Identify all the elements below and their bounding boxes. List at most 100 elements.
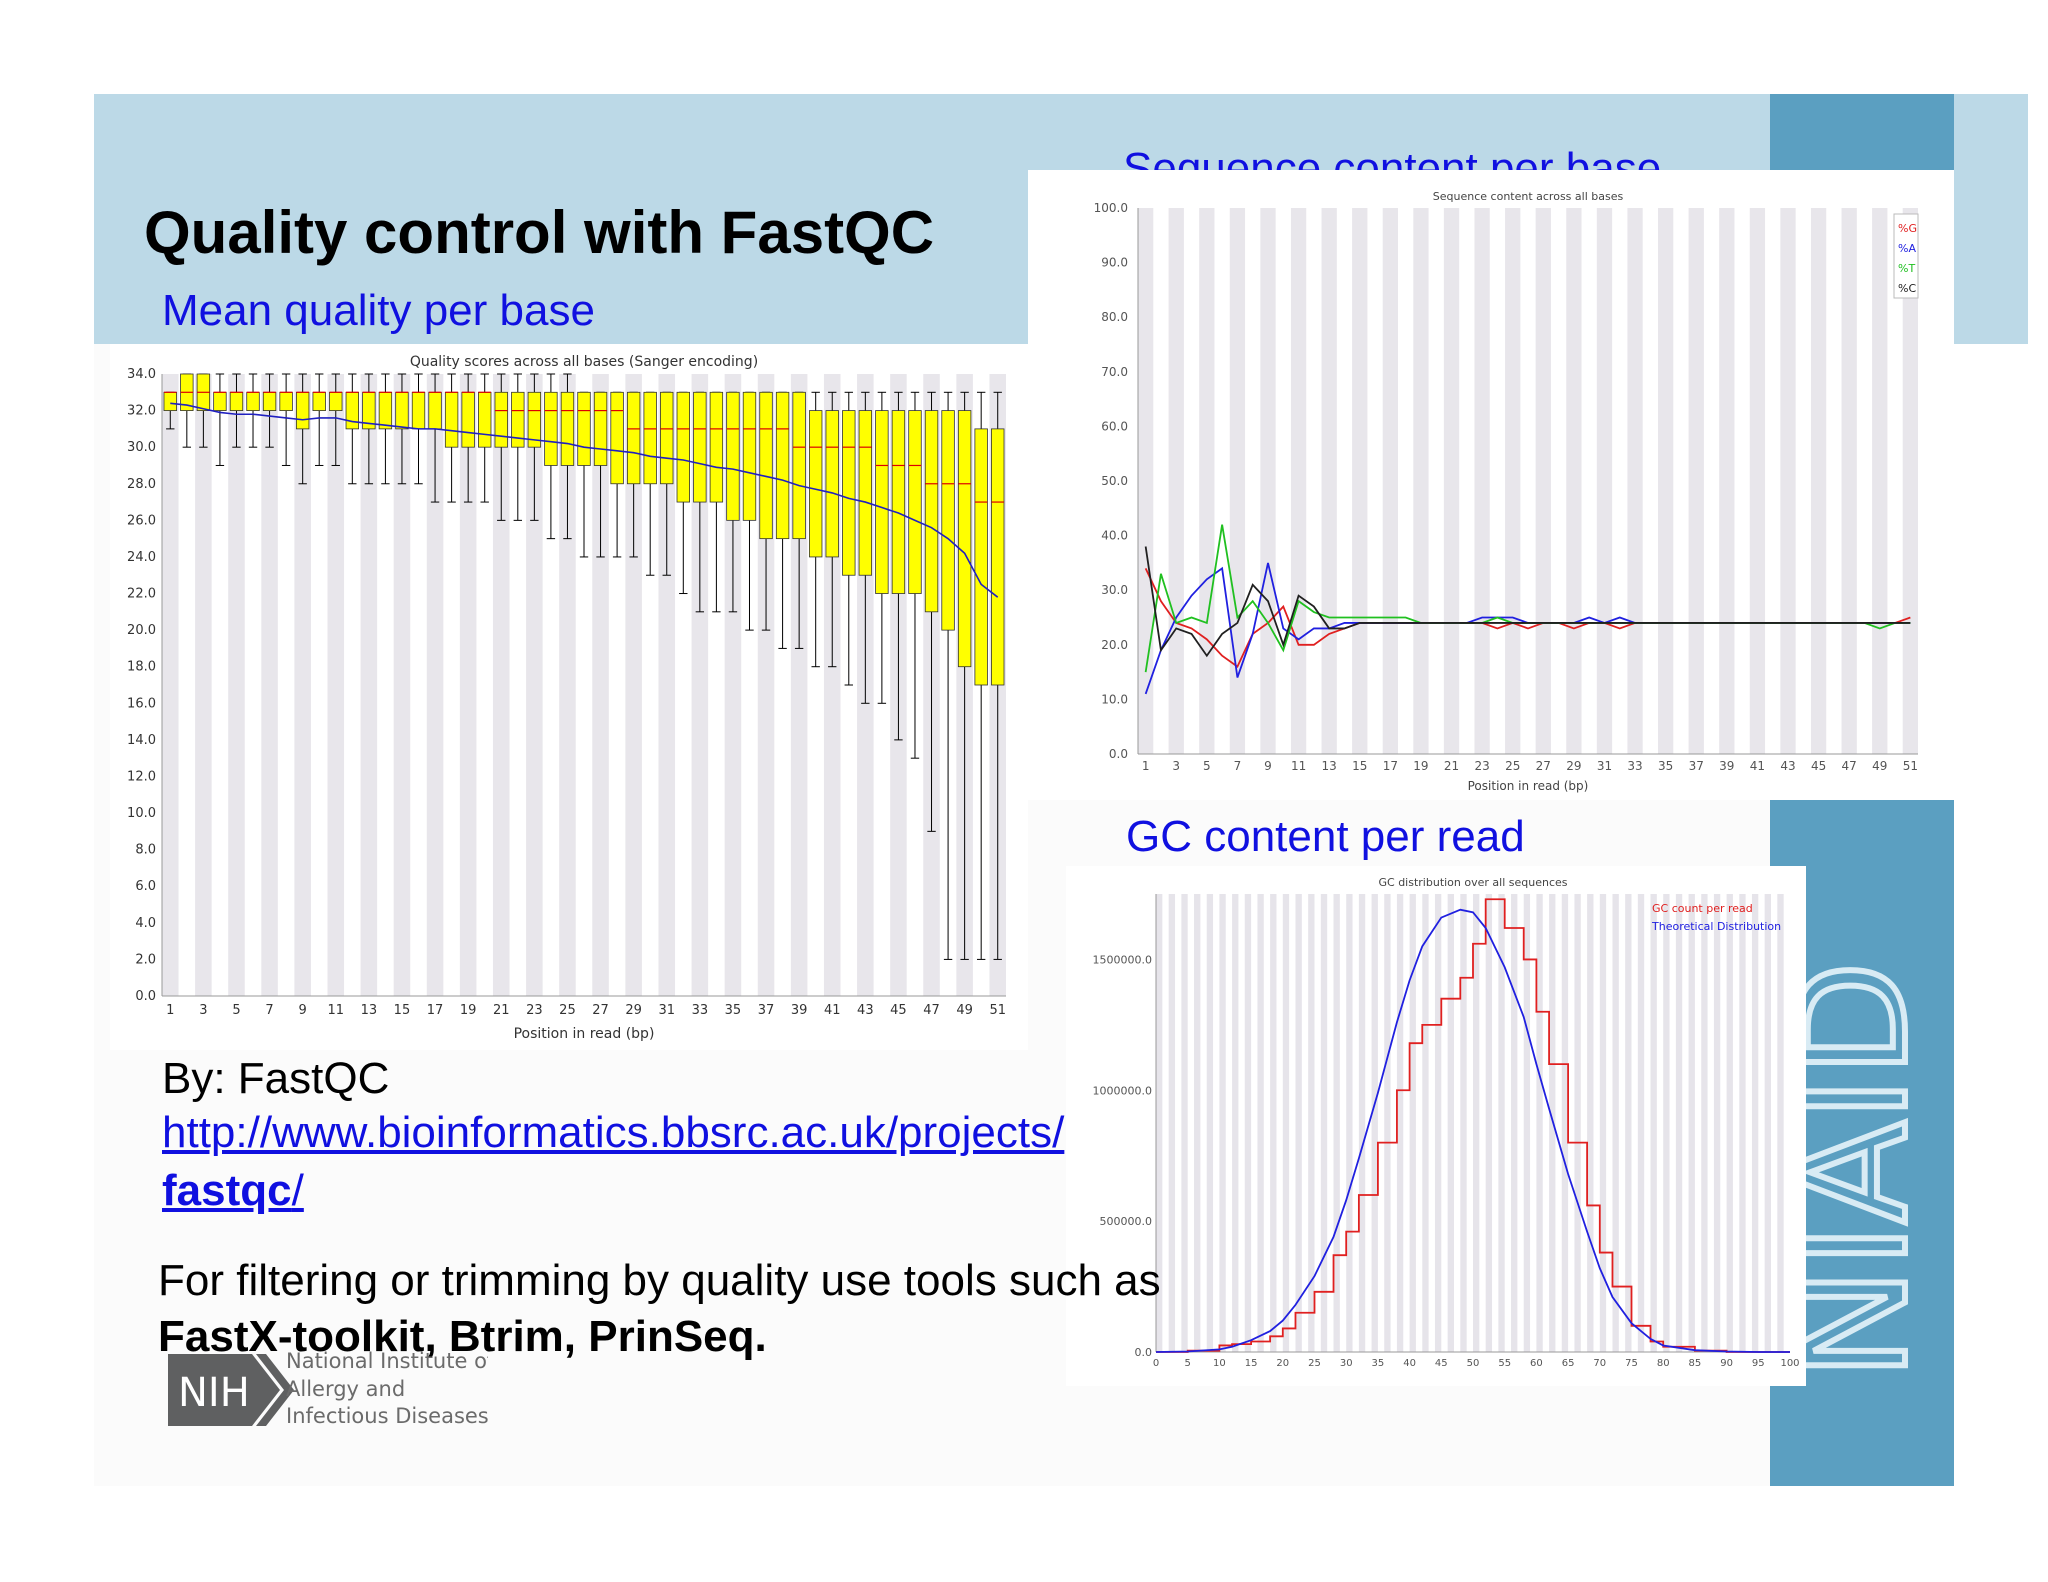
fastqc-link-slash[interactable]: /	[291, 1166, 304, 1215]
sequence-content-chart-panel: 0.0 10.0 20.0 30.0 40.0 50.0 60.0 70.0 80.0 90.0 1…	[1028, 170, 1954, 800]
seq-series-line	[1144, 546, 1911, 658]
fastqc-link-line2[interactable]: fastqc/	[162, 1166, 304, 1216]
quality-box	[345, 391, 360, 430]
quality-x-tick-label: 33	[692, 1003, 709, 1018]
seq-x-tick-label: 7	[1234, 759, 1242, 773]
quality-y-tick-label: 30.0	[127, 440, 156, 455]
quality-x-tick-label: 45	[890, 1003, 907, 1018]
gc-content-chart: 0.0 500000.0 1000000.0 1500000.0 0 5 10 15 20 25 3…	[1093, 876, 1800, 1369]
quality-stripe	[492, 374, 510, 996]
seq-y-tick-label: 100.0	[1094, 201, 1128, 215]
gc-stripe	[1663, 894, 1670, 1352]
quality-box	[842, 410, 856, 576]
quality-y-tick-label: 4.0	[135, 916, 156, 931]
quality-box	[808, 410, 823, 558]
seq-stripe	[1138, 208, 1154, 754]
gc-stripe	[1333, 894, 1340, 1352]
quality-box	[444, 391, 459, 448]
seq-y-tick-label: 30.0	[1101, 583, 1128, 597]
quality-stripe	[658, 374, 676, 996]
fastqc-link-line1[interactable]: http://www.bioinformatics.bbsrc.ac.uk/pr…	[162, 1108, 1065, 1157]
quality-y-tick-label: 8.0	[135, 843, 156, 858]
seq-y-tick-label: 0.0	[1109, 747, 1128, 761]
quality-stripe	[228, 374, 245, 996]
seq-x-tick-label: 47	[1842, 759, 1857, 773]
quality-x-tick-label: 47	[923, 1003, 940, 1018]
quality-box	[395, 391, 409, 430]
gc-stripe	[1777, 894, 1784, 1352]
gc-y-tick-label: 1000000.0	[1093, 1084, 1153, 1097]
seq-x-tick-label: 31	[1597, 759, 1612, 773]
quality-box	[957, 410, 972, 668]
gc-stripe	[1625, 894, 1632, 1352]
gc-stripe	[1561, 894, 1569, 1352]
seq-x-tick-label: 13	[1322, 759, 1337, 773]
gc-x-tick-label: 15	[1245, 1358, 1258, 1369]
seq-legend-entry: %C	[1898, 282, 1916, 295]
quality-box	[660, 391, 674, 485]
seq-x-tick-label: 15	[1352, 759, 1367, 773]
quality-y-tick-label: 6.0	[135, 879, 156, 894]
quality-stripe	[724, 374, 742, 996]
quality-box	[610, 391, 624, 485]
gc-x-tick-label: 95	[1752, 1358, 1765, 1369]
quality-y-tick-label: 20.0	[127, 623, 156, 638]
seq-stripe	[1413, 208, 1429, 754]
quality-x-tick-label: 41	[824, 1003, 841, 1018]
seq-stripe	[1229, 208, 1246, 754]
seq-x-tick-label: 33	[1627, 759, 1642, 773]
gc-x-tick-label: 85	[1689, 1358, 1702, 1369]
quality-y-tick-label: 12.0	[127, 769, 156, 784]
gc-stripe	[1232, 894, 1239, 1352]
seq-stripe	[1872, 208, 1888, 754]
quality-x-tick-label: 3	[199, 1003, 207, 1018]
seq-stripe	[1780, 208, 1796, 754]
quality-stripe	[327, 374, 345, 996]
quality-mean-line	[170, 402, 999, 598]
gc-stripe	[1422, 894, 1429, 1352]
seq-legend-entry: %T	[1898, 262, 1915, 275]
gc-stripe	[1358, 894, 1366, 1352]
seq-stripe	[1168, 208, 1184, 754]
gc-stripe	[1320, 894, 1328, 1352]
quality-x-tick-label: 13	[361, 1003, 378, 1018]
gc-stripe	[1308, 894, 1315, 1352]
quality-box	[908, 410, 922, 594]
quality-y-tick-label: 2.0	[135, 952, 156, 967]
fastqc-link-bold[interactable]: fastqc	[162, 1166, 292, 1215]
seq-x-tick-label: 11	[1291, 759, 1306, 773]
seq-stripe	[1749, 208, 1766, 754]
seq-chart-title: Sequence content across all bases	[1433, 190, 1624, 203]
quality-box	[213, 391, 227, 411]
quality-stripe	[592, 374, 609, 996]
quality-box	[511, 391, 525, 448]
gc-x-tick-label: 0	[1153, 1358, 1159, 1369]
quality-x-tick-label: 21	[493, 1003, 510, 1018]
seq-x-tick-label: 1	[1142, 759, 1150, 773]
gc-stripe	[1587, 894, 1594, 1352]
quality-y-tick-label: 26.0	[127, 513, 156, 528]
gc-stripe	[1688, 894, 1695, 1352]
seq-stripe	[1810, 208, 1827, 754]
quality-box	[329, 391, 343, 411]
quality-box	[262, 391, 277, 411]
quality-box	[593, 391, 608, 466]
gc-stripe	[1549, 894, 1556, 1352]
quality-box	[726, 391, 740, 521]
gc-legend-entry: GC count per read	[1652, 902, 1753, 915]
seq-y-tick-label: 90.0	[1101, 256, 1128, 270]
gc-stripe	[1384, 894, 1391, 1352]
seq-stripe	[1535, 208, 1551, 754]
seq-x-tick-label: 9	[1264, 759, 1272, 773]
seq-stripe	[1290, 208, 1307, 754]
gc-stripe	[1485, 894, 1493, 1352]
quality-y-tick-label: 14.0	[127, 733, 156, 748]
seq-x-tick-label: 51	[1903, 759, 1918, 773]
quality-stripe	[526, 374, 543, 996]
quality-x-tick-label: 51	[989, 1003, 1006, 1018]
gc-stripe	[1409, 894, 1416, 1352]
gc-x-tick-label: 80	[1657, 1358, 1670, 1369]
nih-logo-line2: Allergy and	[286, 1377, 405, 1401]
nih-logo: NIH National Institute of Allergy and In…	[168, 1349, 495, 1430]
quality-box	[544, 391, 558, 466]
